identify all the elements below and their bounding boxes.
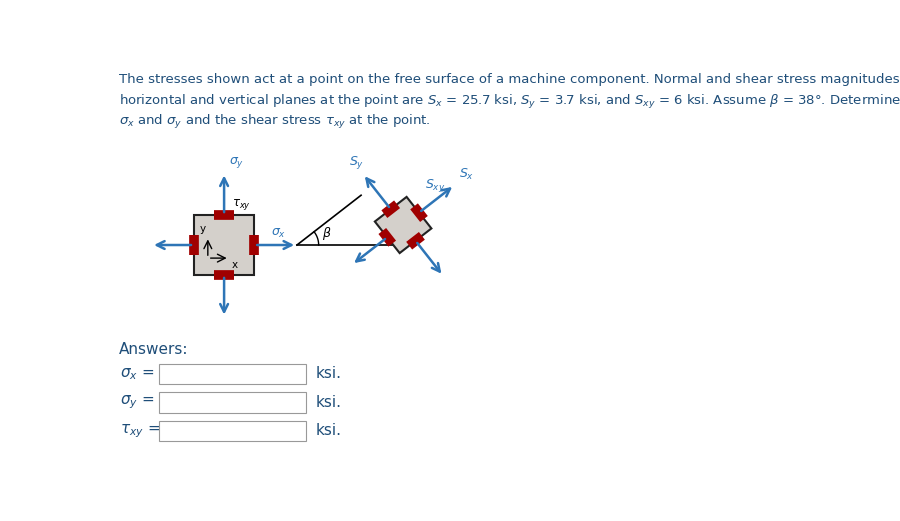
Text: $\sigma_x$ =: $\sigma_x$ = <box>121 366 155 382</box>
Text: $\sigma_y$ =: $\sigma_y$ = <box>121 394 155 411</box>
Text: horizontal and vertical planes at the point are $S_x$ = 25.7 ksi, $S_y$ = 3.7 ks: horizontal and vertical planes at the po… <box>119 93 900 110</box>
Text: ksi.: ksi. <box>316 424 342 439</box>
Bar <box>159 420 306 441</box>
Text: $\tau_{xy}$: $\tau_{xy}$ <box>231 197 250 212</box>
Text: $\beta$: $\beta$ <box>322 225 331 242</box>
Bar <box>194 215 255 275</box>
Text: $\sigma_y$: $\sigma_y$ <box>229 155 244 170</box>
Bar <box>159 364 306 384</box>
Text: $S_{xy}$: $S_{xy}$ <box>425 177 446 194</box>
Text: y: y <box>199 224 205 234</box>
Polygon shape <box>374 197 431 253</box>
Text: Answers:: Answers: <box>119 342 188 357</box>
Bar <box>159 392 306 413</box>
Text: ksi.: ksi. <box>316 395 342 410</box>
Text: $S_y$: $S_y$ <box>349 154 364 171</box>
Text: ksi.: ksi. <box>316 366 342 381</box>
Text: $\tau_{xy}$ =: $\tau_{xy}$ = <box>121 422 160 440</box>
Text: The stresses shown act at a point on the free surface of a machine component. No: The stresses shown act at a point on the… <box>119 72 900 85</box>
Text: $\sigma_x$ and $\sigma_y$ and the shear stress $\tau_{xy}$ at the point.: $\sigma_x$ and $\sigma_y$ and the shear … <box>119 113 430 131</box>
Text: x: x <box>232 260 238 270</box>
Text: $\sigma_x$: $\sigma_x$ <box>272 227 286 240</box>
Text: $S_x$: $S_x$ <box>459 167 474 182</box>
